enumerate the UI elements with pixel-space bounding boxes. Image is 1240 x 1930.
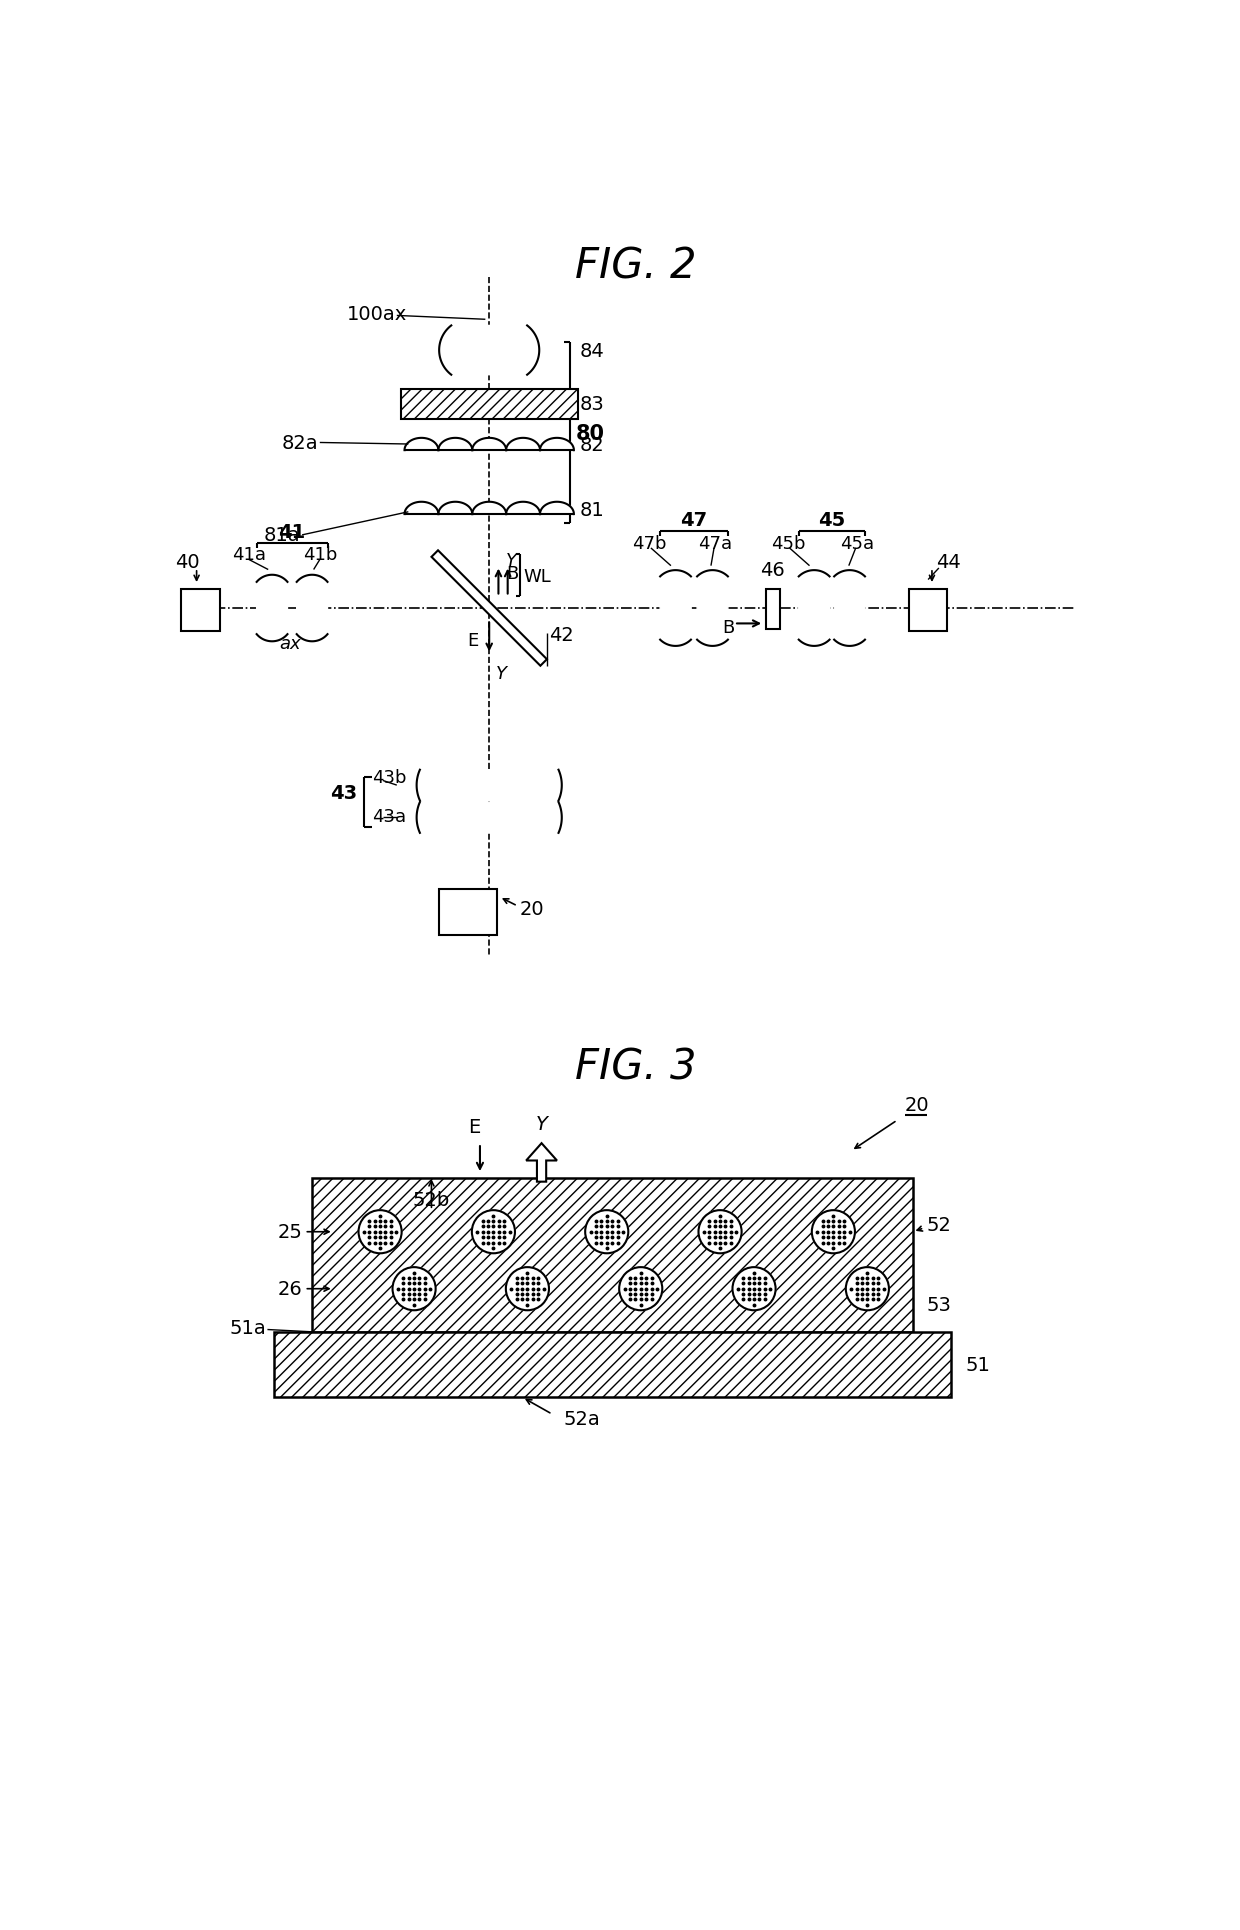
Text: 20: 20	[520, 899, 544, 919]
Text: 81: 81	[580, 500, 605, 519]
Text: 84: 84	[580, 342, 605, 361]
Text: E: E	[467, 1117, 480, 1137]
Text: 52a: 52a	[564, 1409, 600, 1428]
Text: 100ax: 100ax	[347, 305, 407, 324]
Polygon shape	[404, 502, 439, 515]
Text: 82: 82	[580, 436, 605, 455]
Text: FIG. 3: FIG. 3	[575, 1046, 696, 1089]
Circle shape	[698, 1210, 742, 1254]
Text: 45a: 45a	[841, 535, 874, 552]
Bar	[439, 890, 497, 936]
Bar	[401, 390, 578, 421]
Text: 47b: 47b	[632, 535, 667, 552]
Circle shape	[358, 1210, 402, 1254]
Circle shape	[585, 1210, 629, 1254]
Text: 45b: 45b	[771, 535, 805, 552]
Polygon shape	[697, 571, 728, 647]
Bar	[274, 1332, 951, 1397]
Text: 51a: 51a	[229, 1318, 265, 1337]
Text: 43: 43	[330, 784, 357, 803]
Text: 43b: 43b	[372, 768, 407, 787]
Text: FIG. 2: FIG. 2	[575, 245, 696, 288]
Text: 52b: 52b	[412, 1191, 449, 1210]
Text: 47a: 47a	[698, 535, 733, 552]
Text: B: B	[506, 565, 518, 583]
Polygon shape	[541, 438, 574, 452]
Text: B: B	[722, 620, 734, 637]
Polygon shape	[472, 438, 506, 452]
Bar	[909, 589, 947, 631]
Polygon shape	[404, 438, 439, 452]
Polygon shape	[660, 571, 691, 647]
Text: ax: ax	[280, 635, 301, 652]
Circle shape	[846, 1268, 889, 1310]
Text: 82a: 82a	[281, 434, 319, 454]
Polygon shape	[417, 770, 562, 801]
Polygon shape	[439, 438, 472, 452]
Text: 52: 52	[926, 1214, 951, 1233]
Polygon shape	[506, 438, 541, 452]
Text: 26: 26	[278, 1280, 303, 1299]
Text: 20: 20	[905, 1096, 930, 1116]
Polygon shape	[541, 502, 574, 515]
Text: Y: Y	[495, 666, 506, 683]
Polygon shape	[506, 502, 541, 515]
Text: 45: 45	[818, 511, 846, 529]
Text: WL: WL	[523, 567, 551, 585]
Text: 46: 46	[760, 562, 785, 579]
Bar	[312, 1177, 913, 1332]
Circle shape	[393, 1268, 435, 1310]
Text: 41b: 41b	[303, 546, 337, 564]
Circle shape	[506, 1268, 549, 1310]
Text: Y: Y	[506, 552, 517, 569]
Text: 83: 83	[580, 396, 605, 415]
Polygon shape	[257, 575, 288, 643]
Polygon shape	[439, 502, 472, 515]
Text: 41: 41	[279, 523, 306, 540]
Polygon shape	[799, 571, 830, 647]
Text: Y: Y	[536, 1116, 548, 1133]
Text: 42: 42	[549, 625, 574, 645]
Polygon shape	[432, 552, 547, 666]
Text: 41a: 41a	[232, 546, 265, 564]
Circle shape	[812, 1210, 854, 1254]
Text: E: E	[467, 631, 479, 650]
Circle shape	[472, 1210, 515, 1254]
Polygon shape	[439, 326, 539, 376]
Polygon shape	[417, 803, 562, 834]
Circle shape	[619, 1268, 662, 1310]
Text: 53: 53	[926, 1295, 951, 1314]
Polygon shape	[526, 1144, 557, 1181]
Polygon shape	[472, 502, 506, 515]
Bar	[766, 589, 780, 629]
Text: 25: 25	[278, 1222, 303, 1241]
Text: 81a: 81a	[264, 527, 300, 544]
Text: 51: 51	[965, 1355, 990, 1374]
Circle shape	[733, 1268, 775, 1310]
Bar	[181, 589, 219, 631]
Text: 43a: 43a	[372, 807, 407, 826]
Polygon shape	[835, 571, 866, 647]
Text: 44: 44	[936, 554, 961, 571]
Text: 47: 47	[681, 511, 708, 529]
Text: 40: 40	[175, 554, 200, 571]
Polygon shape	[296, 575, 327, 643]
Text: 80: 80	[577, 423, 605, 444]
